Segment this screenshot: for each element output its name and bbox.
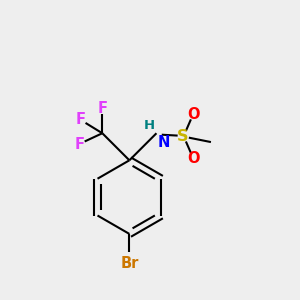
Text: Br: Br bbox=[120, 256, 139, 271]
Text: N: N bbox=[158, 135, 170, 150]
Text: F: F bbox=[97, 101, 107, 116]
Text: O: O bbox=[187, 106, 200, 122]
Text: O: O bbox=[187, 151, 200, 166]
Text: F: F bbox=[74, 137, 84, 152]
Text: H: H bbox=[144, 119, 155, 132]
Text: F: F bbox=[75, 112, 85, 128]
Text: S: S bbox=[177, 129, 189, 144]
